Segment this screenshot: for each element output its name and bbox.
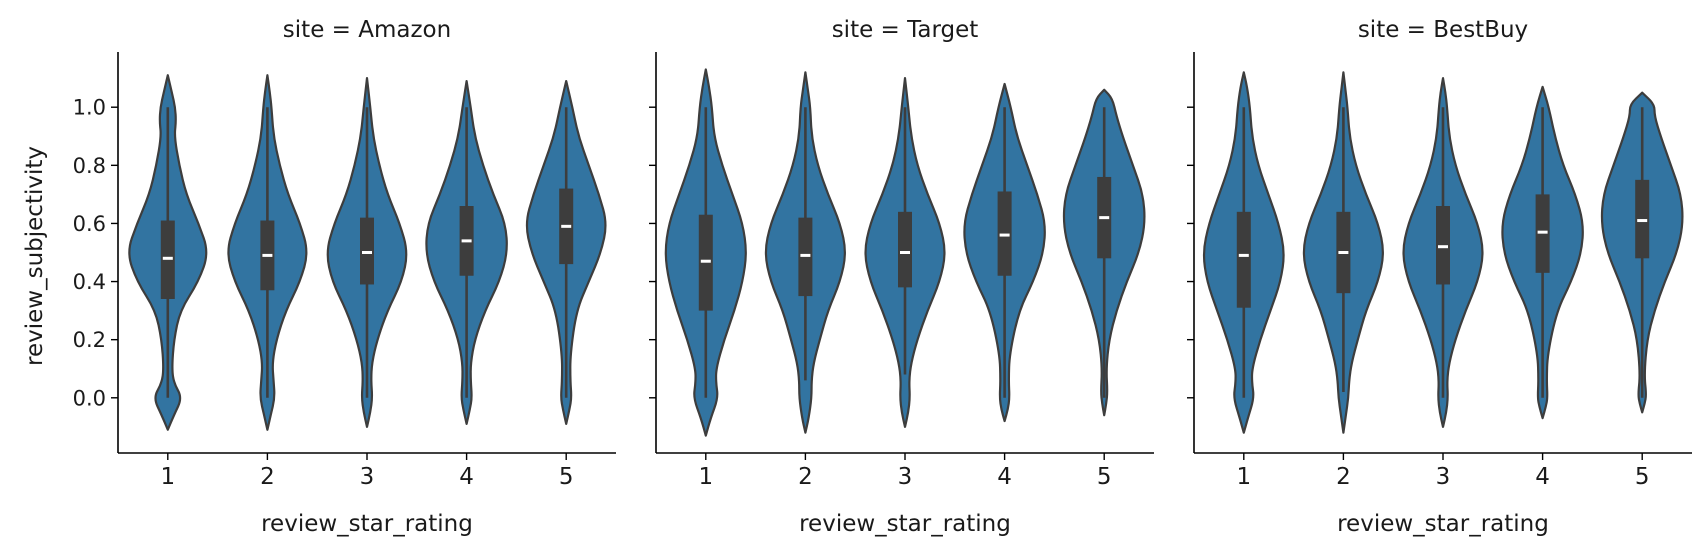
x-tick-label: 2 <box>1336 464 1351 490</box>
y-tick-label: 0.6 <box>73 212 106 236</box>
violin-iqr-box <box>898 211 912 288</box>
x-tick-label: 1 <box>1236 464 1251 490</box>
x-tick-label: 2 <box>798 464 813 490</box>
facet-panel: site = Target 1 2 3 4 5 review_star_rating <box>649 17 1154 537</box>
x-tick-label: 2 <box>260 464 275 490</box>
facet-panel: site = Amazon 0.0 0.2 0.4 0.6 0.8 1.0 1 2 3 4 5 revi… <box>73 17 616 537</box>
x-tick-label: 1 <box>698 464 713 490</box>
x-tick-label: 5 <box>1097 464 1112 490</box>
panels-layer: site = Amazon 0.0 0.2 0.4 0.6 0.8 1.0 1 2 3 4 5 revi… <box>73 17 1692 537</box>
y-tick-label: 0.4 <box>73 270 106 294</box>
x-axis-label: review_star_rating <box>799 511 1011 537</box>
x-tick-label: 4 <box>459 464 474 490</box>
x-tick-label: 5 <box>1635 464 1650 490</box>
x-tick-label: 5 <box>559 464 574 490</box>
facet-panel: site = BestBuy 1 2 3 4 5 review_star_rating <box>1187 17 1692 537</box>
x-axis-label: review_star_rating <box>261 511 473 537</box>
y-axis-label: review_subjectivity <box>22 146 48 366</box>
x-tick-label: 1 <box>160 464 175 490</box>
x-tick-label: 4 <box>1535 464 1550 490</box>
x-tick-label: 3 <box>1436 464 1451 490</box>
x-tick-label: 3 <box>360 464 375 490</box>
y-tick-label: 0.0 <box>73 386 106 410</box>
facet-title: site = Amazon <box>283 17 451 43</box>
y-tick-label: 0.8 <box>73 154 106 178</box>
violin-iqr-box <box>1236 211 1251 308</box>
x-tick-label: 3 <box>898 464 913 490</box>
facet-title: site = Target <box>832 17 979 43</box>
y-tick-label: 0.2 <box>73 328 106 352</box>
y-tick-label: 1.0 <box>73 96 106 120</box>
x-tick-label: 4 <box>997 464 1012 490</box>
facet-title: site = BestBuy <box>1358 17 1528 43</box>
x-axis-label: review_star_rating <box>1337 511 1549 537</box>
